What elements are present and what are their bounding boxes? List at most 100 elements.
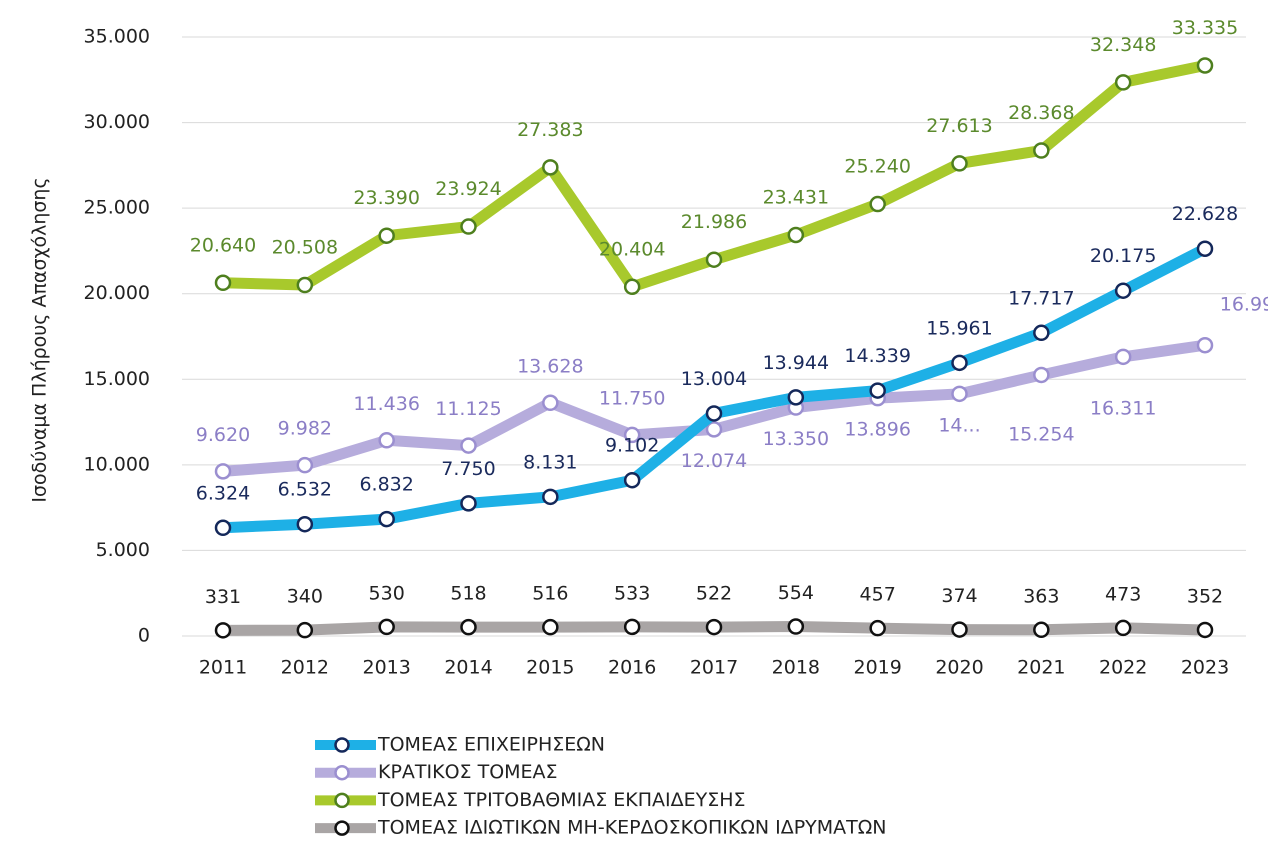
data-label: 14.339 [844, 345, 910, 367]
data-label: 20.508 [272, 237, 338, 259]
point-marker [1114, 74, 1132, 91]
point-marker [705, 618, 723, 636]
data-label: 16.991 [1220, 294, 1268, 316]
x-tick-label: 2018 [772, 657, 820, 679]
data-label: 15.961 [926, 317, 992, 339]
data-label: 352 [1187, 585, 1223, 607]
data-label: 6.324 [196, 482, 250, 504]
point-marker [1196, 621, 1214, 639]
x-tick-label: 2014 [444, 657, 492, 679]
data-label: 20.640 [190, 234, 256, 256]
point-marker [296, 276, 314, 294]
x-tick-label: 2015 [526, 657, 574, 679]
point-marker [951, 155, 968, 172]
x-tick-label: 2019 [853, 657, 901, 679]
data-label: 16.311 [1090, 397, 1156, 419]
point-marker [378, 510, 395, 528]
point-marker [1196, 240, 1214, 257]
point-marker [1033, 621, 1050, 639]
point-marker [705, 421, 723, 438]
x-tick-label: 2021 [1017, 657, 1065, 679]
point-marker [542, 394, 559, 412]
data-label: 13.350 [763, 428, 829, 450]
data-label: 25.240 [844, 156, 910, 178]
x-tick-label: 2013 [362, 657, 410, 679]
point-marker [460, 618, 477, 636]
data-label: 20.175 [1090, 245, 1156, 267]
data-label: 17.717 [1008, 287, 1074, 309]
point-marker [869, 619, 886, 637]
data-label: 32.348 [1090, 34, 1156, 56]
point-marker [1114, 348, 1132, 366]
point-marker [378, 618, 395, 636]
data-label: 6.532 [278, 479, 332, 501]
data-label: 21.986 [681, 211, 747, 233]
data-label: 13.004 [681, 368, 747, 390]
y-axis-label: Ισοδύναμα Πλήρους Απασχόλησης [29, 177, 51, 502]
x-tick-label: 2017 [690, 657, 738, 679]
point-marker [869, 195, 886, 213]
data-label: 457 [860, 584, 896, 606]
data-label: 8.131 [523, 451, 577, 473]
data-label: 7.750 [441, 458, 495, 480]
data-label: 516 [532, 583, 568, 605]
legend-label: ΤΟΜΕΑΣ ΕΠΙΧΕΙΡΗΣΕΩΝ [377, 734, 605, 756]
legend-marker [334, 820, 350, 836]
data-label: 374 [941, 585, 977, 607]
point-marker [1196, 336, 1214, 354]
data-label: 11.750 [599, 387, 665, 409]
point-marker [623, 618, 641, 636]
point-marker [296, 515, 314, 533]
data-label: 9.982 [278, 418, 332, 440]
data-label: 9.102 [605, 435, 659, 457]
y-tick-label: 25.000 [84, 197, 150, 219]
data-label: 522 [696, 583, 732, 605]
y-tick-label: 10.000 [84, 453, 150, 475]
data-label: 28.368 [1008, 102, 1074, 124]
data-label: 20.404 [599, 238, 665, 260]
x-tick-label: 2022 [1099, 657, 1147, 679]
point-marker [869, 382, 886, 399]
data-label: 33.335 [1172, 17, 1238, 39]
data-label: 533 [614, 582, 650, 604]
legend-label: ΚΡΑΤΙΚΟΣ ΤΟΜΕΑΣ [378, 761, 558, 783]
point-marker [542, 618, 559, 636]
data-label: 11.125 [435, 398, 501, 420]
data-label: 14... [938, 414, 980, 436]
legend-marker [334, 737, 350, 753]
point-marker [378, 432, 395, 449]
point-marker [214, 463, 232, 480]
point-marker [1033, 142, 1050, 159]
legend-marker [334, 764, 350, 781]
point-marker [623, 426, 641, 444]
data-label: 9.620 [196, 424, 250, 446]
data-label: 22.628 [1172, 203, 1238, 225]
point-marker [787, 226, 805, 244]
data-label: 6.832 [359, 474, 413, 496]
data-label: 11.436 [353, 393, 419, 415]
point-marker [1033, 324, 1050, 342]
point-marker [214, 519, 232, 537]
point-marker [296, 456, 314, 474]
x-tick-label: 2011 [199, 657, 247, 679]
point-marker [460, 437, 477, 454]
point-marker [460, 495, 477, 512]
data-label: 23.924 [435, 178, 501, 200]
point-marker [787, 389, 805, 406]
data-label: 23.431 [763, 186, 829, 208]
point-marker [623, 471, 641, 489]
point-marker [542, 159, 559, 176]
point-marker [460, 218, 477, 235]
data-label: 530 [369, 582, 405, 604]
legend-label: ΤΟΜΕΑΣ ΙΔΙΩΤΙΚΩΝ ΜΗ-ΚΕΡΔΟΣΚΟΠΙΚΩΝ ΙΔΡΥΜΑ… [377, 817, 887, 839]
point-marker [951, 385, 968, 403]
x-tick-label: 2016 [608, 657, 656, 679]
y-tick-label: 20.000 [84, 282, 150, 304]
data-label: 473 [1105, 583, 1141, 605]
y-tick-label: 15.000 [84, 368, 150, 390]
data-label: 13.944 [763, 352, 829, 374]
point-marker [951, 354, 968, 372]
data-label: 554 [778, 582, 814, 604]
data-label: 27.383 [517, 119, 583, 141]
data-label: 27.613 [926, 115, 992, 137]
